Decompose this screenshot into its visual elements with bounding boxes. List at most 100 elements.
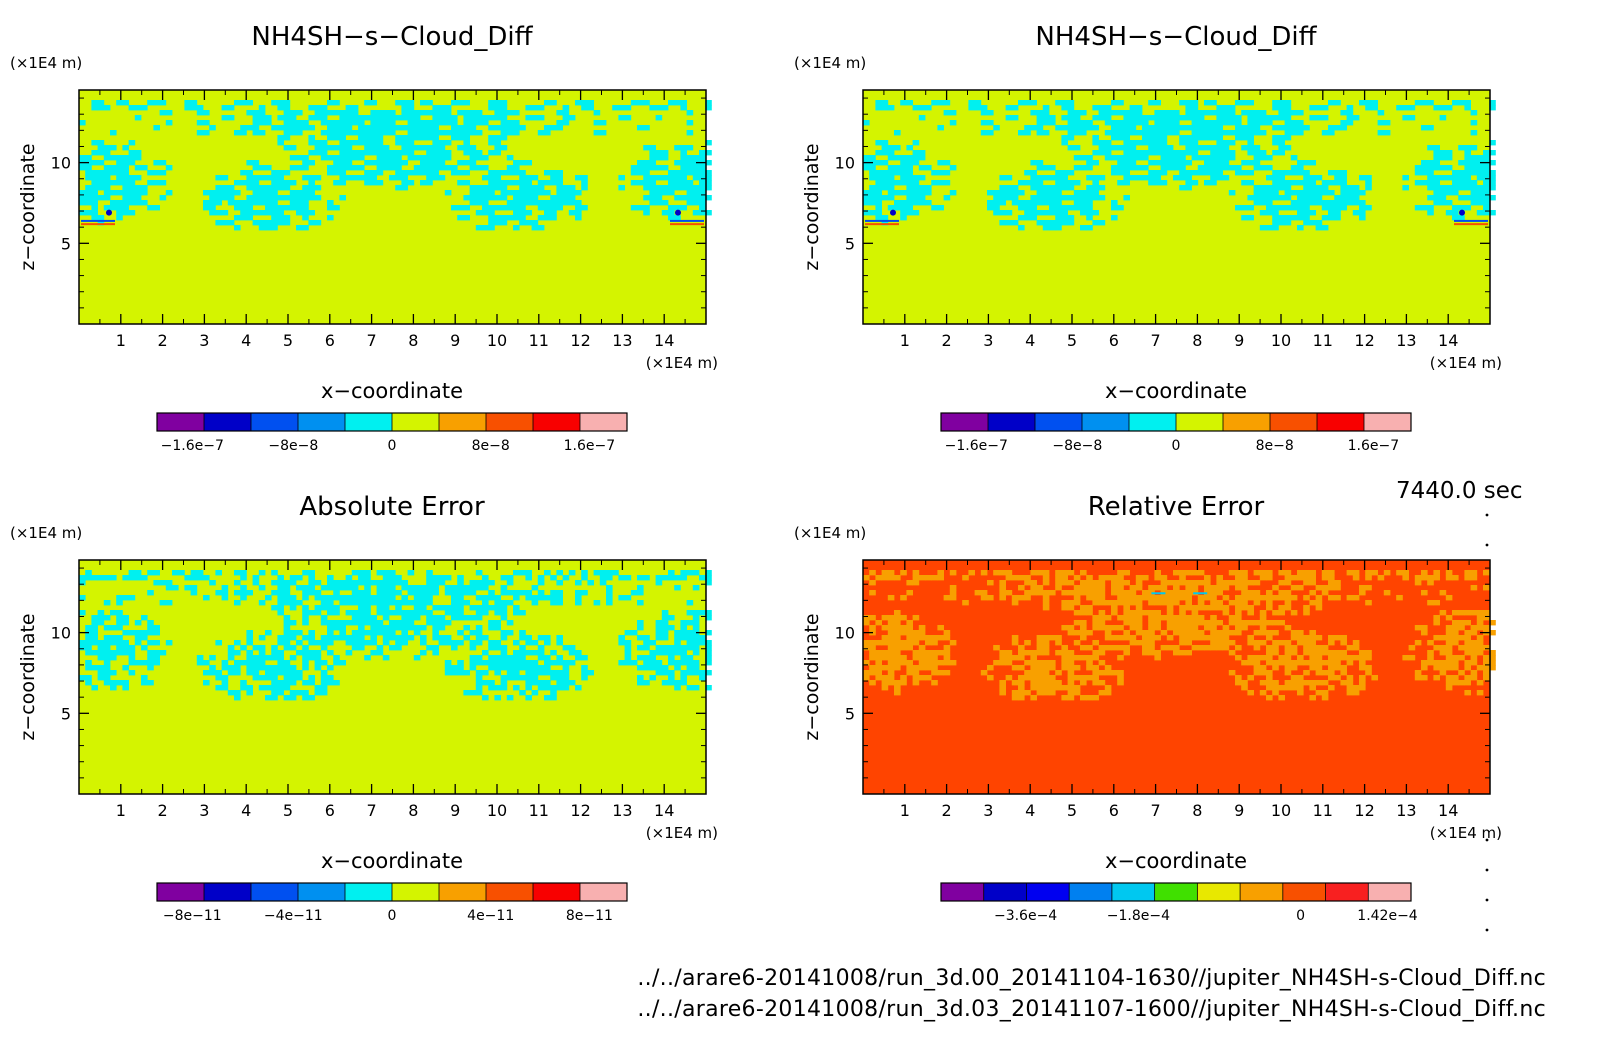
panel-top-right: NH4SH−s−Cloud_Diff(×1E4 m)1 2 3 4 5 6 7 8 9 10 11 1… xyxy=(794,22,1502,454)
colorbar-swatch xyxy=(439,413,487,431)
colorbar-swatch xyxy=(1325,883,1369,901)
x-tick-label: 10 xyxy=(1271,801,1291,820)
x-tick-label: 6 xyxy=(325,801,335,820)
chart-title: NH4SH−s−Cloud_Diff xyxy=(251,22,533,52)
marker-dot xyxy=(1485,928,1489,932)
colorbar-swatch xyxy=(533,413,581,431)
colorbar-swatch xyxy=(1176,413,1224,431)
colorbar-tick-label: −1.6e−7 xyxy=(161,438,224,454)
colorbar: −3.6e−4 −1.8e−4 0 1.42e−4 xyxy=(940,882,1418,924)
x-unit-label: (×1E4 m) xyxy=(646,824,718,842)
x-tick-label: 7 xyxy=(1151,801,1161,820)
x-tick-label: 10 xyxy=(487,331,507,350)
colorbar-swatch xyxy=(486,883,534,901)
x-tick-label: 5 xyxy=(283,331,293,350)
chart-title: Absolute Error xyxy=(299,492,485,522)
y-unit-label: (×1E4 m) xyxy=(10,524,82,542)
contour-pattern xyxy=(79,100,712,231)
x-tick-label: 1 xyxy=(900,801,910,820)
colorbar-swatch xyxy=(345,883,393,901)
x-tick-label: 5 xyxy=(283,801,293,820)
x-tick-label: 4 xyxy=(241,801,251,820)
x-tick-label: 12 xyxy=(570,331,590,350)
colorbar-tick-label: 1.6e−7 xyxy=(1348,438,1400,454)
y-axis-label: z−coordinate xyxy=(801,613,823,740)
y-tick-label: 10 xyxy=(835,154,855,173)
marker-dot xyxy=(1485,513,1489,517)
colorbar-swatch xyxy=(157,883,205,901)
x-tick-label: 11 xyxy=(1313,801,1333,820)
colorbar-swatch xyxy=(1240,883,1284,901)
colorbar-tick-label: 0 xyxy=(1172,438,1181,454)
x-tick-label: 4 xyxy=(1025,331,1035,350)
colorbar-swatch xyxy=(157,413,205,431)
colorbar-swatch xyxy=(204,413,252,431)
colorbar-swatch xyxy=(392,413,440,431)
contour-pattern xyxy=(863,570,1496,701)
x-tick-label: 9 xyxy=(1234,801,1244,820)
x-tick-label: 2 xyxy=(942,331,952,350)
colorbar-tick-label: 0 xyxy=(388,438,397,454)
marker-dot xyxy=(1485,838,1489,842)
colorbar-tick-label: 1.42e−4 xyxy=(1357,908,1418,924)
colorbar-tick-label: −3.6e−4 xyxy=(994,908,1057,924)
x-axis-label: x−coordinate xyxy=(1105,379,1247,403)
colorbar-tick-label: −1.8e−4 xyxy=(1107,908,1170,924)
x-unit-label: (×1E4 m) xyxy=(1430,824,1502,842)
x-tick-label: 9 xyxy=(450,331,460,350)
y-axis-label: z−coordinate xyxy=(17,143,39,270)
colorbar-tick-label: −1.6e−7 xyxy=(945,438,1008,454)
colorbar-swatch xyxy=(533,883,581,901)
x-axis-label: x−coordinate xyxy=(1105,849,1247,873)
panel-bottom-left: Absolute Error(×1E4 m)1 2 3 4 5 6 7 8 9 10 11 12 13 1… xyxy=(10,492,718,924)
x-tick-label: 6 xyxy=(325,331,335,350)
colorbar-tick-label: −8e−8 xyxy=(268,438,318,454)
x-tick-label: 7 xyxy=(367,801,377,820)
colorbar-tick-label: 4e−11 xyxy=(467,908,514,924)
panel-top-left: NH4SH−s−Cloud_Diff(×1E4 m)1 2 3 4 5 6 7 8 9 10 11 1… xyxy=(10,22,718,454)
y-tick-label: 5 xyxy=(845,704,855,723)
colorbar-swatch xyxy=(1270,413,1318,431)
colorbar-swatch xyxy=(983,883,1027,901)
colorbar-tick-label: 8e−11 xyxy=(566,908,613,924)
y-axis-label: z−coordinate xyxy=(17,613,39,740)
y-axis-label: z−coordinate xyxy=(801,143,823,270)
panel-bottom-right: Relative Error(×1E4 m)1 2 3 4 5 6 7 8 9 10 11 12 13 1… xyxy=(794,492,1502,924)
contour-pattern xyxy=(79,570,712,701)
footer-file-path-1: ../../arare6-20141008/run_3d.00_20141104… xyxy=(637,966,1546,991)
colorbar: −8e−11 −4e−11 0 4e−11 8e−11 xyxy=(156,882,628,924)
x-tick-label: 9 xyxy=(450,801,460,820)
colorbar-tick-label: −8e−8 xyxy=(1052,438,1102,454)
x-tick-label: 12 xyxy=(1354,801,1374,820)
x-tick-label: 1 xyxy=(116,801,126,820)
x-unit-label: (×1E4 m) xyxy=(1430,354,1502,372)
time-label: 7440.0 sec xyxy=(1396,478,1523,504)
footer-file-path-2: ../../arare6-20141008/run_3d.03_20141107… xyxy=(637,997,1546,1022)
x-tick-label: 12 xyxy=(570,801,590,820)
x-tick-label: 13 xyxy=(612,331,632,350)
colorbar-tick-label: 1.6e−7 xyxy=(564,438,616,454)
colorbar-swatch xyxy=(1129,413,1177,431)
x-tick-label: 14 xyxy=(654,801,674,820)
x-tick-label: 3 xyxy=(983,801,993,820)
colorbar-tick-label: 8e−8 xyxy=(472,438,510,454)
colorbar-swatch xyxy=(1197,883,1241,901)
x-tick-label: 5 xyxy=(1067,801,1077,820)
x-axis-label: x−coordinate xyxy=(321,849,463,873)
x-tick-label: 11 xyxy=(529,331,549,350)
x-axis-label: x−coordinate xyxy=(321,379,463,403)
x-tick-label: 13 xyxy=(612,801,632,820)
colorbar-swatch xyxy=(1111,883,1156,901)
x-tick-label: 10 xyxy=(1271,331,1291,350)
x-tick-label: 4 xyxy=(1025,801,1035,820)
colorbar-swatch xyxy=(988,413,1036,431)
y-unit-label: (×1E4 m) xyxy=(794,524,866,542)
marker-dot xyxy=(1485,898,1489,902)
colorbar-swatch xyxy=(204,883,252,901)
x-tick-label: 5 xyxy=(1067,331,1077,350)
y-tick-label: 10 xyxy=(51,624,71,643)
colorbar-swatch xyxy=(1082,413,1130,431)
x-tick-label: 2 xyxy=(158,801,168,820)
colorbar-tick-label: 0 xyxy=(1296,908,1305,924)
x-tick-label: 13 xyxy=(1396,331,1416,350)
